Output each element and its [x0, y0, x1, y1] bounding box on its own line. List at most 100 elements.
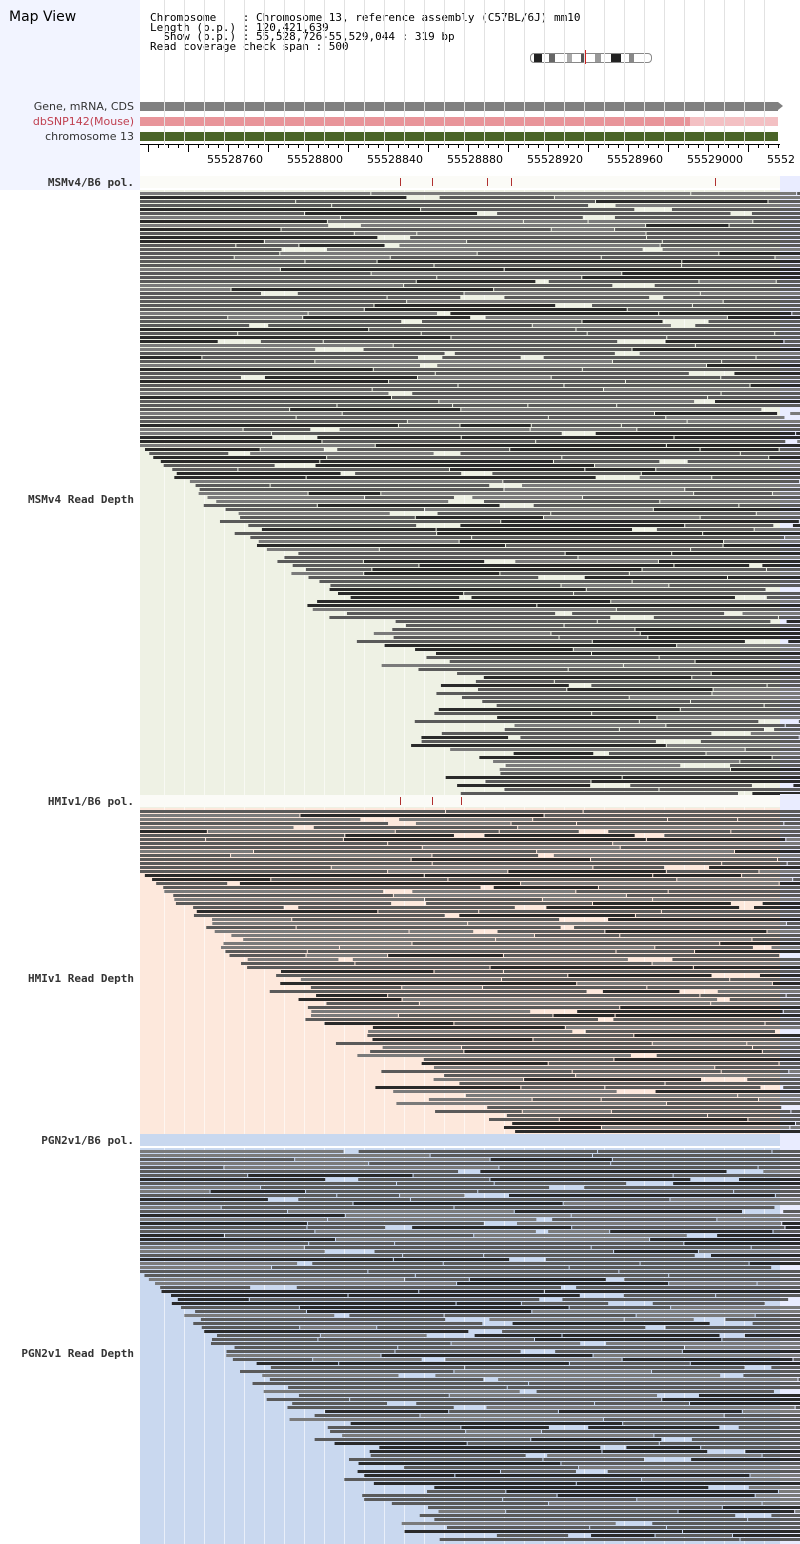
sequence-read — [292, 1402, 387, 1405]
sequence-read — [562, 456, 769, 459]
sequence-read — [734, 1190, 800, 1193]
sequence-read — [632, 580, 800, 583]
sequence-read — [457, 672, 711, 675]
sequence-read — [250, 452, 434, 455]
sequence-read — [484, 1254, 695, 1257]
sequence-read — [432, 854, 539, 857]
sequence-read — [420, 1414, 724, 1417]
sequence-read — [795, 1510, 800, 1513]
sequence-read — [140, 220, 327, 223]
sequence-read — [671, 208, 800, 211]
sequence-read — [326, 248, 643, 251]
sequence-read — [663, 296, 800, 299]
sequence-read — [203, 504, 317, 507]
sequence-read — [798, 720, 800, 723]
sequence-read — [449, 468, 585, 471]
sequence-read — [767, 684, 800, 687]
sequence-read — [577, 822, 784, 825]
sequence-read — [140, 436, 273, 439]
sequence-read — [418, 668, 568, 671]
sequence-read — [234, 532, 437, 535]
sequence-read — [571, 1214, 800, 1217]
sequence-read — [483, 676, 692, 679]
sequence-read — [573, 648, 800, 651]
sequence-read — [287, 1406, 454, 1409]
ruler-tick-label: 55529000 — [687, 153, 743, 166]
sequence-read — [210, 1190, 306, 1193]
sequence-read — [674, 564, 750, 567]
sequence-read — [753, 1046, 800, 1049]
sequence-read — [140, 866, 331, 869]
sequence-read — [574, 592, 800, 595]
sequence-read — [693, 966, 800, 969]
sequence-read — [561, 1462, 800, 1465]
sequence-read — [140, 344, 393, 347]
sequence-read — [695, 950, 800, 953]
sequence-read — [568, 974, 712, 977]
sequence-read — [479, 756, 772, 759]
ruler-tick — [338, 144, 339, 148]
sequence-read — [252, 1382, 529, 1385]
sequence-read — [399, 818, 533, 821]
sequence-read — [199, 488, 504, 491]
sequence-read — [409, 930, 474, 933]
sequence-read — [454, 1022, 765, 1025]
sequence-read — [611, 1162, 800, 1165]
sequence-read — [786, 994, 800, 997]
sequence-read — [646, 232, 800, 235]
sequence-read — [492, 472, 641, 475]
sequence-read — [381, 492, 694, 495]
sequence-read — [140, 818, 361, 821]
sequence-read — [312, 608, 616, 611]
sequence-read — [752, 938, 800, 941]
sequence-read — [622, 776, 800, 779]
sequence-read — [207, 830, 395, 833]
sequence-read — [673, 1182, 800, 1185]
sequence-read — [748, 1118, 800, 1121]
sequence-read — [308, 312, 437, 315]
sequence-read — [655, 1090, 800, 1093]
chromosome-track-label: chromosome 13 — [45, 130, 134, 143]
sequence-read — [738, 1426, 800, 1429]
sequence-read — [330, 584, 561, 587]
sequence-read — [140, 1178, 326, 1181]
sequence-read — [163, 464, 275, 467]
sequence-read — [775, 1194, 800, 1197]
chromosome-track-bar[interactable] — [140, 132, 778, 141]
sequence-read — [647, 986, 800, 989]
sequence-read — [497, 716, 657, 719]
sequence-read — [771, 946, 800, 949]
sequence-read — [204, 1330, 469, 1333]
sequence-read — [682, 260, 800, 263]
ruler-tick — [628, 144, 629, 152]
sequence-read — [421, 736, 509, 739]
sequence-read — [434, 970, 503, 973]
sequence-read — [266, 1398, 350, 1401]
chromosome-ideogram[interactable] — [530, 53, 652, 63]
sequence-read — [140, 1234, 224, 1237]
dbsnp-track-bar[interactable] — [140, 117, 778, 126]
sequence-read — [660, 244, 800, 247]
sequence-read — [288, 1386, 507, 1389]
sequence-read — [665, 340, 784, 343]
gene-track-bar[interactable] — [140, 102, 778, 111]
sequence-read — [775, 256, 800, 259]
sequence-read — [330, 1430, 466, 1433]
sequence-read — [762, 564, 800, 567]
sequence-read — [307, 950, 616, 953]
sequence-read — [300, 1326, 377, 1329]
sequence-read — [308, 576, 539, 579]
sequence-read — [756, 356, 800, 359]
sequence-read — [530, 428, 637, 431]
sequence-read — [357, 1054, 631, 1057]
sequence-read — [457, 784, 591, 787]
sequence-read — [782, 1222, 800, 1225]
sequence-read — [140, 376, 241, 379]
sequence-read — [140, 272, 371, 275]
ruler-tick — [518, 144, 519, 148]
sequence-read — [140, 854, 231, 857]
ruler-tick — [578, 144, 579, 148]
sequence-read — [280, 970, 434, 973]
sequence-read — [751, 212, 800, 215]
sequence-read — [602, 1450, 708, 1453]
